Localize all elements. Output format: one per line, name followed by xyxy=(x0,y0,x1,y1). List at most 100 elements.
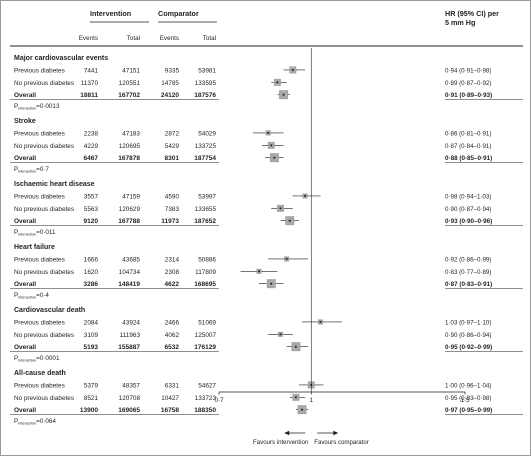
hr-ci-text: 0·95 (0·93–0·98) xyxy=(445,395,491,402)
hr-point xyxy=(279,207,282,210)
hr-ci-text: 0·95 (0·92–0·99) xyxy=(445,344,492,351)
int-total-cell: 120708 xyxy=(119,395,141,402)
hr-point xyxy=(285,258,288,260)
int-total-cell: 148419 xyxy=(118,281,140,288)
row-label: Overall xyxy=(14,281,36,288)
row-label: No previous diabetes xyxy=(14,269,74,276)
hr-ci-text: 0·94 (0·91–0·98) xyxy=(445,67,491,74)
comp-events-cell: 24120 xyxy=(161,92,179,99)
row-label: Overall xyxy=(14,155,36,162)
int-total-cell: 47159 xyxy=(122,193,140,200)
p-subscript: interaction xyxy=(18,106,36,111)
comp-total-cell: 187576 xyxy=(194,92,216,99)
comp-total-cell: 54627 xyxy=(198,382,216,389)
int-events-cell: 11370 xyxy=(81,80,99,87)
comp-total-cell: 133655 xyxy=(195,206,217,213)
row-label: Overall xyxy=(14,344,36,351)
p-subscript: interaction xyxy=(18,358,36,363)
hr-point xyxy=(270,282,273,285)
comp-events-cell: 6331 xyxy=(165,382,180,389)
hr-ci-text: 0·87 (0·83–0·91) xyxy=(445,281,492,288)
row-label: Overall xyxy=(14,218,36,225)
hr-ci-text: 0·88 (0·85–0·91) xyxy=(445,155,492,162)
comp-events-cell: 10427 xyxy=(161,395,179,402)
comp-events-cell: 16758 xyxy=(161,407,179,414)
p-value: =0·064 xyxy=(36,418,56,425)
favours-intervention-label: Favours intervention xyxy=(253,439,308,446)
comp-total-cell: 188350 xyxy=(194,407,216,414)
p-subscript: interaction xyxy=(18,421,36,426)
p-subscript: interaction xyxy=(18,169,36,174)
row-label: Previous diabetes xyxy=(14,319,65,326)
comp-events-cell: 9335 xyxy=(165,67,180,74)
p-interaction: Pinteraction=0·4 xyxy=(14,292,49,299)
row-label: Previous diabetes xyxy=(14,256,65,263)
hr-point xyxy=(294,396,297,399)
comp-events-cell: 2314 xyxy=(165,256,180,263)
hr-point xyxy=(270,144,273,147)
row-label: Previous diabetes xyxy=(14,193,65,200)
hr-point xyxy=(288,219,291,222)
comp-events-cell: 2872 xyxy=(165,130,180,137)
int-total-cell: 104734 xyxy=(119,269,141,276)
comp-total-cell: 187754 xyxy=(194,155,216,162)
comp-events-cell: 6532 xyxy=(165,344,180,351)
favours-left-arrow-head xyxy=(284,430,290,436)
header-comp-total: Total xyxy=(203,35,216,42)
x-tick-label: 1 xyxy=(309,397,313,404)
int-events-cell: 3286 xyxy=(84,281,99,288)
int-total-cell: 47151 xyxy=(122,67,140,74)
hr-point xyxy=(294,345,297,348)
hr-point xyxy=(279,333,282,336)
comp-events-cell: 4062 xyxy=(165,332,180,339)
p-subscript: interaction xyxy=(18,295,36,300)
p-prefix: P xyxy=(14,418,18,425)
p-subscript: interaction xyxy=(18,232,36,237)
int-events-cell: 7441 xyxy=(84,67,99,74)
int-events-cell: 8521 xyxy=(84,395,99,402)
int-total-cell: 167788 xyxy=(118,218,140,225)
int-total-cell: 120551 xyxy=(119,80,141,87)
p-interaction: Pinteraction=0·011 xyxy=(14,229,56,236)
int-total-cell: 167878 xyxy=(118,155,140,162)
comp-total-cell: 133725 xyxy=(195,143,217,150)
comp-total-cell: 187652 xyxy=(194,218,216,225)
row-label: No previous diabetes xyxy=(14,395,74,402)
favours-comparator-label: Favours comparator xyxy=(314,439,369,446)
int-total-cell: 48357 xyxy=(122,382,140,389)
header-int-events: Events xyxy=(79,35,98,42)
int-total-cell: 111963 xyxy=(120,332,141,339)
int-events-cell: 18811 xyxy=(80,92,98,99)
group-title: Stroke xyxy=(14,118,36,125)
row-label: No previous diabetes xyxy=(14,332,74,339)
comp-total-cell: 125007 xyxy=(195,332,217,339)
x-tick-label: 1·5 xyxy=(460,397,470,404)
p-value: =0·011 xyxy=(36,229,56,236)
int-events-cell: 6467 xyxy=(84,155,99,162)
hr-ci-text: 0·92 (0·86–0·99) xyxy=(445,256,491,263)
int-events-cell: 5379 xyxy=(84,382,99,389)
hr-ci-text: 0·89 (0·87–0·92) xyxy=(445,80,491,87)
header-int-total: Total xyxy=(127,35,140,42)
hr-ci-text: 0·98 (0·94–1·03) xyxy=(445,193,491,200)
comp-total-cell: 50886 xyxy=(198,256,216,263)
row-label: No previous diabetes xyxy=(14,143,74,150)
hr-ci-text: 0·90 (0·87–0·94) xyxy=(445,206,491,213)
int-events-cell: 2238 xyxy=(84,130,99,137)
int-events-cell: 3109 xyxy=(84,332,99,339)
int-events-cell: 5563 xyxy=(84,206,99,213)
hr-point xyxy=(319,321,322,323)
row-label: No previous diabetes xyxy=(14,206,74,213)
comp-events-cell: 2466 xyxy=(165,319,180,326)
p-prefix: P xyxy=(14,103,18,110)
comp-total-cell: 133595 xyxy=(195,80,217,87)
group-title: Ischaemic heart disease xyxy=(14,181,95,188)
comp-events-cell: 4590 xyxy=(165,193,180,200)
row-label: Previous diabetes xyxy=(14,130,65,137)
hr-point xyxy=(301,408,303,411)
hr-ci-text: 0·97 (0·95–0·99) xyxy=(445,407,492,414)
comp-total-cell: 133723 xyxy=(195,395,217,402)
int-events-cell: 1620 xyxy=(84,269,99,276)
header-comparator: Comparator xyxy=(158,9,199,18)
int-events-cell: 13900 xyxy=(80,407,98,414)
